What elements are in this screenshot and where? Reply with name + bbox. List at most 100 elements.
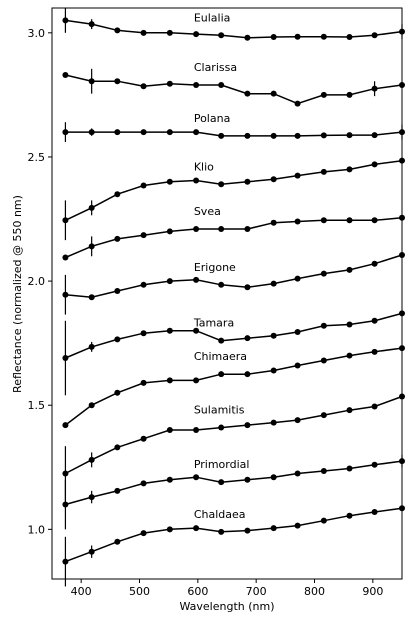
data-point: [88, 129, 95, 136]
data-point: [88, 243, 95, 250]
series-sulamitis: [62, 393, 405, 501]
data-point: [346, 91, 353, 98]
data-point: [294, 275, 301, 282]
data-point: [114, 191, 121, 198]
data-point: [218, 479, 225, 486]
data-point: [62, 217, 69, 224]
data-point: [346, 166, 353, 173]
series-chimaera: [62, 345, 405, 429]
x-tick-label: 400: [71, 585, 92, 598]
data-point: [399, 214, 405, 221]
data-point: [218, 424, 225, 431]
series-label: Sulamitis: [194, 404, 245, 417]
data-point: [218, 132, 225, 139]
data-point: [294, 362, 301, 369]
data-point: [294, 470, 301, 477]
data-point: [270, 525, 277, 532]
data-point: [193, 129, 200, 136]
data-point: [140, 480, 147, 487]
data-point: [166, 129, 173, 136]
data-point: [294, 328, 301, 335]
data-point: [270, 474, 277, 481]
data-point: [114, 336, 121, 343]
data-point: [294, 218, 301, 225]
y-tick-label: 1.5: [28, 399, 46, 412]
data-point: [371, 132, 378, 139]
series-label: Chimaera: [194, 350, 247, 363]
series-eulalia: [62, 8, 405, 41]
series-klio: [62, 157, 405, 241]
data-point: [193, 327, 200, 334]
series-label: Tamara: [193, 317, 234, 330]
series-label: Chaldaea: [194, 508, 246, 521]
series-polana: [62, 122, 405, 143]
data-point: [294, 132, 301, 139]
series-label: Clarissa: [194, 61, 237, 74]
data-point: [166, 476, 173, 483]
data-point: [193, 377, 200, 384]
x-tick-label: 700: [246, 585, 267, 598]
data-point: [270, 280, 277, 287]
data-point: [270, 132, 277, 139]
data-point: [114, 487, 121, 494]
series-label: Primordial: [194, 458, 250, 471]
data-point: [346, 217, 353, 224]
data-point: [371, 85, 378, 92]
data-point: [320, 33, 327, 40]
data-point: [320, 468, 327, 475]
data-point: [140, 232, 147, 239]
data-point: [244, 476, 251, 483]
data-point: [294, 100, 301, 107]
data-point: [166, 228, 173, 235]
data-point: [244, 90, 251, 97]
data-point: [399, 505, 405, 512]
data-point: [114, 444, 121, 451]
data-point: [193, 177, 200, 184]
data-point: [320, 517, 327, 524]
series-clarissa: [62, 68, 405, 107]
data-point: [371, 348, 378, 355]
x-tick-label: 900: [362, 585, 383, 598]
data-point: [346, 352, 353, 359]
data-point: [320, 132, 327, 139]
series-line: [65, 217, 403, 259]
data-point: [371, 508, 378, 515]
data-point: [399, 310, 405, 317]
data-point: [140, 281, 147, 288]
data-point: [320, 357, 327, 364]
data-point: [399, 28, 405, 35]
data-point: [114, 27, 121, 34]
data-point: [140, 530, 147, 537]
data-point: [166, 80, 173, 87]
series-tamara: [62, 310, 405, 396]
data-point: [166, 427, 173, 434]
data-point: [62, 291, 69, 298]
data-point: [294, 522, 301, 529]
data-point: [320, 217, 327, 224]
data-point: [270, 367, 277, 374]
series-line: [65, 312, 403, 359]
data-point: [88, 294, 95, 301]
data-point: [218, 281, 225, 288]
x-axis-label: Wavelength (nm): [179, 600, 274, 613]
data-point: [244, 335, 251, 342]
data-point: [114, 538, 121, 545]
series-primordial: [62, 454, 405, 530]
y-tick-label: 2.0: [28, 275, 46, 288]
data-point: [140, 83, 147, 90]
data-point: [371, 217, 378, 224]
data-point: [371, 32, 378, 39]
data-point: [88, 343, 95, 350]
data-point: [140, 435, 147, 442]
data-point: [193, 31, 200, 38]
data-point: [62, 501, 69, 508]
data-point: [140, 330, 147, 337]
data-point: [62, 17, 69, 24]
data-point: [346, 321, 353, 328]
data-point: [218, 371, 225, 378]
data-point: [320, 168, 327, 175]
data-point: [114, 389, 121, 396]
data-point: [346, 407, 353, 414]
data-point: [294, 33, 301, 40]
data-point: [166, 178, 173, 185]
